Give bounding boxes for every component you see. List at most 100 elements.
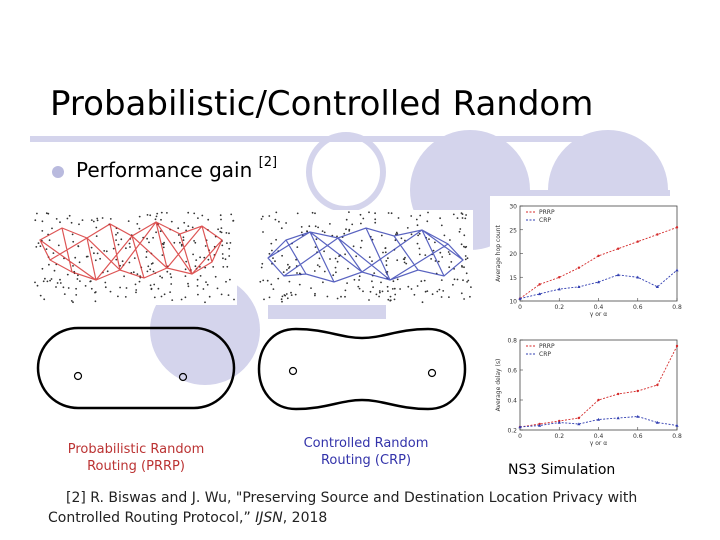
sensor-node <box>275 238 277 241</box>
sensor-node <box>321 230 324 232</box>
ns3-simulation-label: NS3 Simulation <box>508 462 616 478</box>
crp-network-svg <box>259 211 472 304</box>
sensor-node <box>387 212 390 214</box>
y-tick-label: 15 <box>509 275 517 282</box>
sensor-node <box>432 249 435 252</box>
prrp-route-web <box>39 220 223 281</box>
sensor-node <box>426 220 429 223</box>
data-point-prrp <box>597 398 600 402</box>
sensor-node <box>227 294 230 296</box>
sensor-node <box>115 239 117 241</box>
series-line-crp <box>519 416 678 428</box>
sensor-node <box>347 267 349 270</box>
sensor-node <box>268 252 271 255</box>
sensor-node <box>283 294 286 296</box>
sensor-node <box>229 278 231 281</box>
sensor-node <box>443 234 446 237</box>
sensor-node <box>387 290 389 292</box>
sensor-node <box>152 270 155 273</box>
sensor-node <box>196 278 199 281</box>
sensor-node <box>382 251 384 254</box>
x-tick-label: 0.6 <box>633 433 643 440</box>
sensor-node <box>184 296 187 299</box>
sensor-node <box>395 233 397 236</box>
sensor-node <box>41 220 44 223</box>
sensor-node <box>109 290 112 293</box>
sensor-node <box>161 254 164 256</box>
legend-label: PRRP <box>539 343 555 350</box>
sensor-node <box>385 264 388 267</box>
sensor-node <box>72 301 74 304</box>
sensor-node <box>384 247 387 250</box>
sensor-node <box>222 257 224 260</box>
sensor-node <box>55 218 58 220</box>
sensor-node <box>272 257 274 259</box>
sensor-node <box>207 218 210 221</box>
reference-line1: [2] R. Biswas and J. Wu, "Preserving Sou… <box>66 490 638 506</box>
sensor-node <box>166 270 169 273</box>
sensor-node <box>263 298 265 301</box>
legend-label: CRP <box>539 351 551 358</box>
sensor-node <box>456 278 459 281</box>
sensor-node <box>360 239 363 242</box>
bullet-text: Performance gain <box>76 158 253 182</box>
sensor-node <box>448 296 450 298</box>
sensor-node <box>41 267 44 270</box>
sensor-node <box>274 218 277 221</box>
x-axis-label: γ or α <box>590 311 608 318</box>
sensor-node <box>138 215 141 218</box>
sensor-node <box>335 271 337 274</box>
sensor-node <box>34 281 36 284</box>
sensor-node <box>115 258 118 261</box>
sensor-node <box>62 286 65 289</box>
data-point-crp <box>596 417 601 421</box>
sensor-node <box>149 268 152 271</box>
sensor-node <box>121 260 124 263</box>
sensor-node <box>90 219 93 221</box>
y-tick-label: 0.2 <box>507 428 517 435</box>
sensor-node <box>193 240 196 242</box>
sensor-node <box>447 251 450 253</box>
sensor-node <box>177 234 180 236</box>
sensor-node <box>225 232 228 234</box>
sensor-node <box>117 295 119 298</box>
sensor-node <box>204 245 207 247</box>
sensor-node <box>438 288 441 291</box>
sensor-node <box>105 250 108 253</box>
sensor-node <box>378 295 380 298</box>
crp-region-outline <box>257 327 467 411</box>
sensor-node <box>95 226 98 229</box>
sensor-node <box>136 223 139 225</box>
sensor-node <box>145 250 148 253</box>
sensor-node <box>187 225 190 227</box>
sensor-node <box>48 263 50 266</box>
sensor-node <box>280 227 283 230</box>
sensor-node <box>193 212 196 215</box>
y-tick-label: 0.8 <box>507 338 517 345</box>
sensor-node <box>464 258 467 261</box>
delay-chart-panel: 0.2 0.4 0.6 0.8 0 0.2 0.4 0.6 0.8 γ or α Average d… <box>490 334 685 450</box>
sensor-node <box>136 273 139 275</box>
sensor-node <box>439 251 442 254</box>
sensor-node <box>465 272 468 275</box>
prrp-source-node <box>73 371 83 381</box>
sensor-node <box>352 245 355 248</box>
sensor-node <box>146 214 149 216</box>
sensor-node <box>72 240 75 243</box>
data-point-crp <box>518 297 522 300</box>
sensor-node <box>261 262 264 265</box>
sensor-node <box>204 266 207 269</box>
sensor-node <box>203 256 206 259</box>
sensor-node <box>219 230 222 233</box>
sensor-node <box>146 270 149 273</box>
reference-line2-prefix: Controlled Routing Protocol,” <box>48 510 256 526</box>
sensor-node <box>286 297 289 300</box>
crp-region-diagram <box>257 327 467 411</box>
sensor-node <box>184 275 187 277</box>
sensor-node <box>262 279 265 282</box>
sensor-node <box>369 290 372 293</box>
sensor-node <box>220 293 223 296</box>
sensor-node <box>171 299 174 301</box>
sensor-node <box>357 285 360 288</box>
sensor-node <box>39 245 42 248</box>
